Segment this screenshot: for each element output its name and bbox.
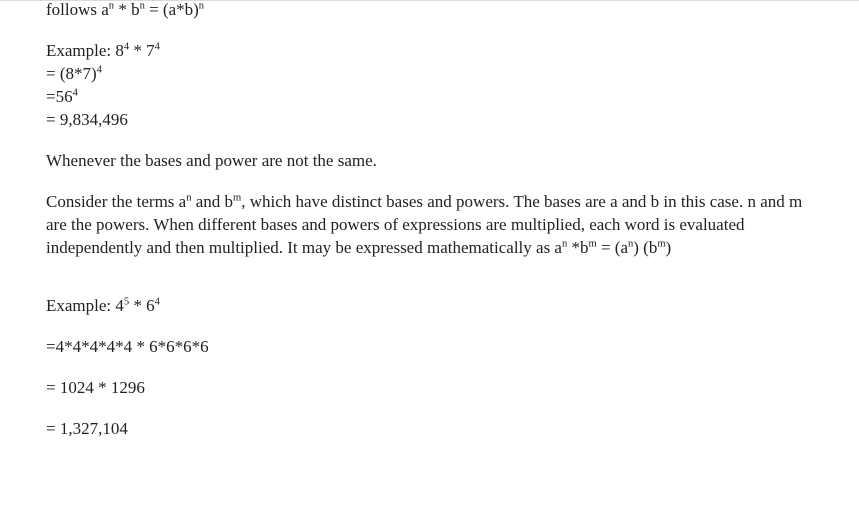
- example-line: = 1024 * 1296: [46, 377, 813, 400]
- example-line: = 1,327,104: [46, 418, 813, 441]
- example-line: Example: 45 * 64: [46, 295, 813, 318]
- exp: 4: [97, 64, 102, 75]
- exp: 4: [73, 87, 78, 98]
- example-line: =564: [46, 86, 813, 109]
- text: ) (b: [633, 238, 657, 257]
- text: Example: 4: [46, 296, 124, 315]
- consider-paragraph: Consider the terms an and bm, which have…: [46, 191, 813, 260]
- exp: 4: [155, 297, 160, 308]
- example-2: Example: 45 * 64 =4*4*4*4*4 * 6*6*6*6 = …: [46, 295, 813, 441]
- exp: 4: [155, 41, 160, 52]
- text: and b: [191, 192, 233, 211]
- text: * 7: [129, 41, 155, 60]
- text: = (a: [597, 238, 628, 257]
- text: = 9,834,496: [46, 110, 128, 129]
- example-line: Example: 84 * 74: [46, 40, 813, 63]
- example-line: = 9,834,496: [46, 109, 813, 132]
- rule-text: * b: [114, 0, 140, 19]
- example-line: =4*4*4*4*4 * 6*6*6*6: [46, 336, 813, 359]
- text: * 6: [129, 296, 155, 315]
- text: =56: [46, 87, 73, 106]
- text: ): [666, 238, 672, 257]
- exp: m: [589, 238, 597, 249]
- text: *b: [567, 238, 588, 257]
- exp: n: [199, 0, 204, 11]
- rule-line: follows an * bn = (a*b)n: [46, 0, 813, 22]
- example-1: Example: 84 * 74 = (8*7)4 =564 = 9,834,4…: [46, 40, 813, 132]
- text: = (8*7): [46, 64, 97, 83]
- rule-text: = (a*b): [145, 0, 199, 19]
- text: Example: 8: [46, 41, 124, 60]
- document-page: follows an * bn = (a*b)n Example: 84 * 7…: [0, 0, 859, 441]
- exp: m: [657, 238, 665, 249]
- example-line: = (8*7)4: [46, 63, 813, 86]
- text: Consider the terms a: [46, 192, 186, 211]
- exp: m: [233, 192, 241, 203]
- rule-text: follows a: [46, 0, 109, 19]
- whenever-line: Whenever the bases and power are not the…: [46, 150, 813, 173]
